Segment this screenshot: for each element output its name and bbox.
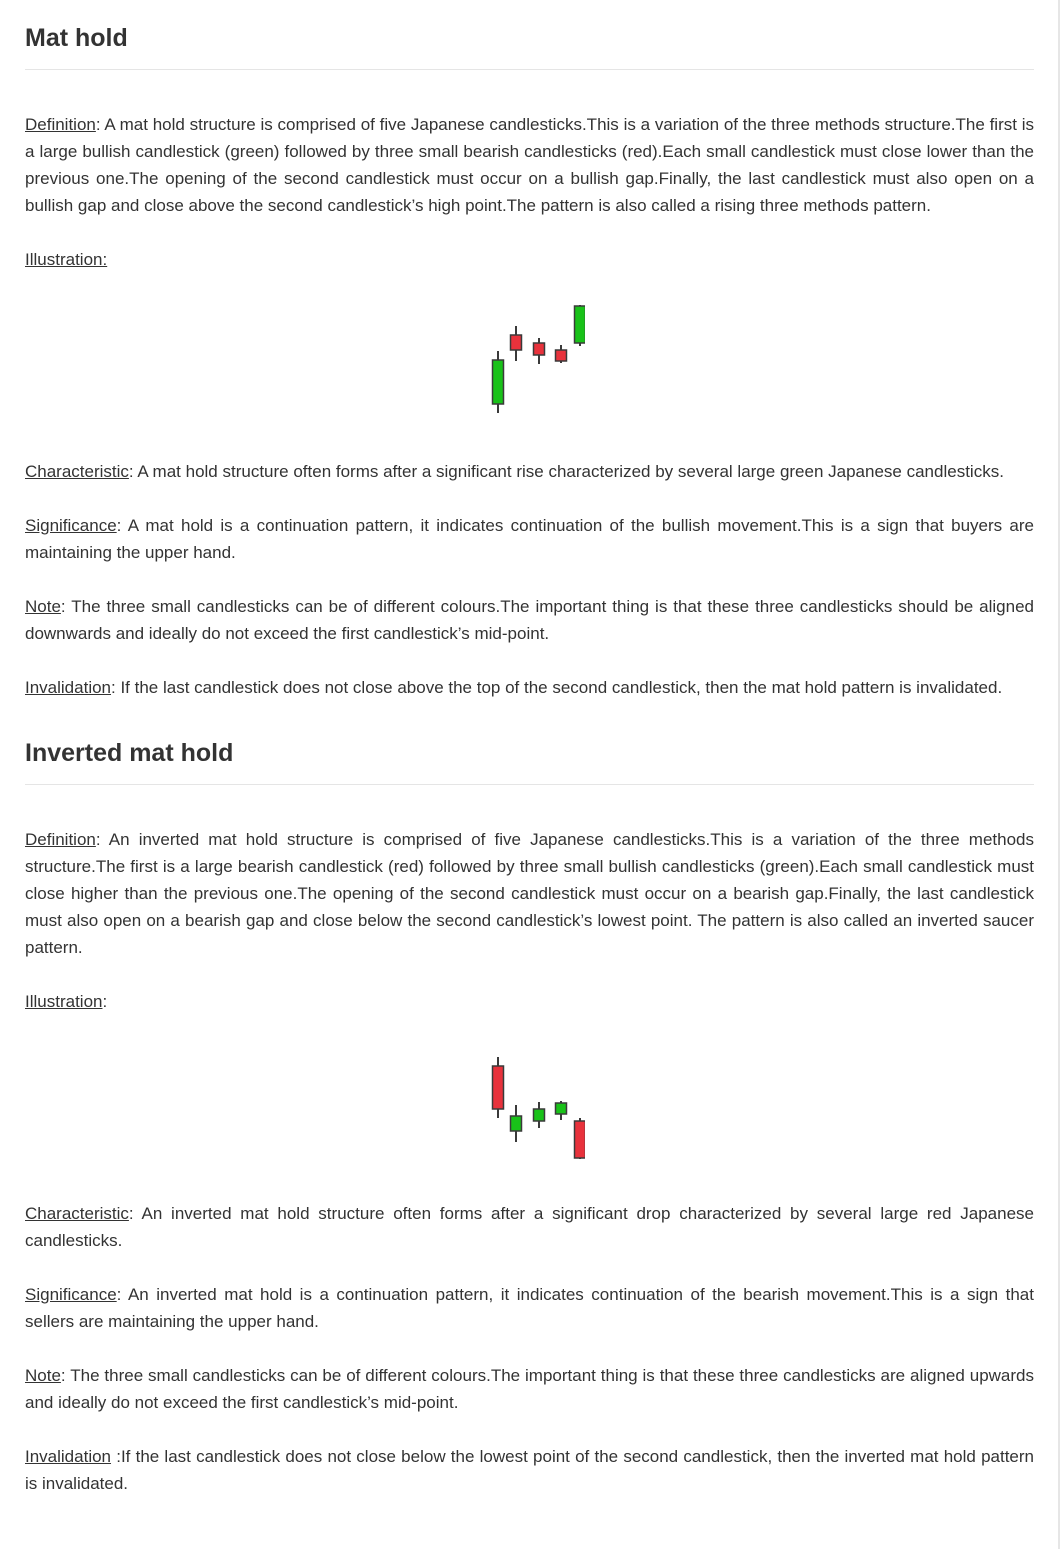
definition-paragraph: Definition: An inverted mat hold structu… [25, 826, 1034, 961]
invalidation-paragraph: Invalidation :If the last candlestick do… [25, 1443, 1034, 1497]
candle-5 [573, 1118, 585, 1159]
candle-3-body [532, 342, 545, 356]
section-mat-hold: Mat hold Definition: A mat hold structur… [25, 23, 1034, 701]
note-label: Note [25, 1366, 61, 1385]
characteristic-text: : A mat hold structure often forms after… [128, 462, 1004, 481]
candle-5-body [573, 305, 585, 344]
candle-2-body [509, 334, 522, 351]
section-title: Inverted mat hold [25, 739, 234, 767]
candle-2-body [509, 1115, 522, 1132]
candle-4 [554, 345, 567, 363]
characteristic-text: : An inverted mat hold structure often f… [25, 1204, 1034, 1250]
note-paragraph: Note: The three small candlesticks can b… [25, 1362, 1034, 1416]
characteristic-paragraph: Characteristic: An inverted mat hold str… [25, 1200, 1034, 1254]
definition-paragraph: Definition: A mat hold structure is comp… [25, 111, 1034, 219]
illustration-label: Illustration: [25, 250, 108, 269]
title-divider [25, 784, 1034, 785]
candle-4-body [554, 1102, 567, 1115]
inverted-mat-hold-illustration [25, 1047, 1034, 1162]
candle-1 [491, 351, 504, 413]
note-label: Note [25, 597, 61, 616]
significance-text: : An inverted mat hold is a continuation… [25, 1285, 1034, 1331]
invalidation-text: :If the last candlestick does not close … [25, 1447, 1034, 1493]
candlestick-chart [491, 1057, 585, 1159]
article-content: Mat hold Definition: A mat hold structur… [25, 0, 1034, 1497]
significance-paragraph: Significance: A mat hold is a continuati… [25, 512, 1034, 566]
significance-paragraph: Significance: An inverted mat hold is a … [25, 1281, 1034, 1335]
note-paragraph: Note: The three small candlesticks can b… [25, 593, 1034, 647]
candle-3 [532, 1102, 545, 1128]
title-divider [25, 69, 1034, 70]
illustration-suffix: : [102, 992, 108, 1011]
candle-1-body [491, 1065, 504, 1110]
significance-label: Significance [25, 516, 117, 535]
page-right-border [1058, 0, 1060, 1549]
illustration-heading: Illustration: [25, 988, 1034, 1015]
candle-2 [509, 326, 522, 361]
note-text: : The three small candlesticks can be of… [25, 597, 1034, 643]
characteristic-label: Characteristic [25, 462, 129, 481]
candle-5-body [573, 1120, 585, 1159]
invalidation-label: Invalidation [25, 1447, 112, 1466]
illustration-heading: Illustration: [25, 246, 1034, 273]
definition-label: Definition [25, 115, 96, 134]
invalidation-text: : If the last candlestick does not close… [111, 678, 1003, 697]
candle-1-body [491, 359, 504, 405]
significance-text: : A mat hold is a continuation pattern, … [25, 516, 1034, 562]
candle-5 [573, 305, 585, 346]
invalidation-label: Invalidation [25, 678, 112, 697]
note-text: : The three small candlesticks can be of… [25, 1366, 1034, 1412]
mat-hold-illustration [25, 305, 1034, 420]
candle-1 [491, 1057, 504, 1118]
definition-text: : A mat hold structure is comprised of f… [25, 115, 1034, 215]
candle-3-body [532, 1108, 545, 1122]
characteristic-paragraph: Characteristic: A mat hold structure oft… [25, 458, 1034, 485]
candlestick-chart [491, 305, 585, 413]
significance-label: Significance [25, 1285, 117, 1304]
characteristic-label: Characteristic [25, 1204, 129, 1223]
candle-2 [509, 1105, 522, 1142]
section-title: Mat hold [25, 24, 128, 52]
definition-label: Definition [25, 830, 96, 849]
candle-3 [532, 338, 545, 364]
illustration-label: Illustration [25, 992, 103, 1011]
definition-text: : An inverted mat hold structure is comp… [25, 830, 1034, 957]
candle-4-body [554, 349, 567, 362]
section-inverted-mat-hold: Inverted mat hold Definition: An inverte… [25, 738, 1034, 1497]
candle-4 [554, 1101, 567, 1120]
invalidation-paragraph: Invalidation: If the last candlestick do… [25, 674, 1034, 701]
